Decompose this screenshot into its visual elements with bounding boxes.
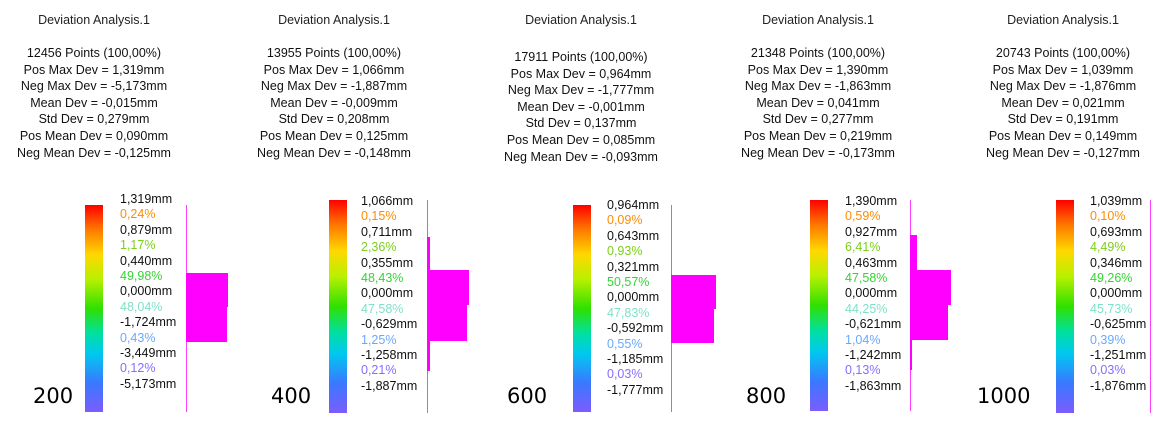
- histogram-bar: [427, 305, 467, 341]
- statistics-block: 21348 Points (100,00%) Pos Max Dev = 1,39…: [741, 46, 895, 160]
- histogram-bar: [910, 305, 948, 340]
- panel-title: Deviation Analysis.1: [38, 13, 150, 27]
- color-legend: 1,039mm 0,10% 0,693mm 4,49% 0,346mm 49,26% 0,0…: [1090, 194, 1147, 393]
- color-legend: 1,390mm 0,59% 0,927mm 6,41% 0,463mm 47,58% 0,0…: [845, 194, 902, 393]
- histogram-bar: [671, 275, 716, 309]
- step-label: 400: [271, 384, 312, 408]
- histogram-bar: [427, 270, 469, 305]
- color-legend: 1,066mm 0,15% 0,711mm 2,36% 0,355mm 48,43% 0,0…: [361, 194, 418, 393]
- color-legend: 1,319mm 0,24% 0,879mm 1,17% 0,440mm 49,98% 0,0…: [120, 192, 177, 391]
- color-legend: 0,964mm 0,09% 0,643mm 0,93% 0,321mm 50,57% 0,0…: [607, 198, 664, 397]
- step-label: 600: [507, 384, 548, 408]
- histogram-bar: [910, 340, 912, 370]
- step-label: 1000: [977, 384, 1031, 408]
- histogram-bar: [910, 270, 951, 305]
- panel-title: Deviation Analysis.1: [1007, 13, 1119, 27]
- statistics-block: 20743 Points (100,00%) Pos Max Dev = 1,03…: [986, 46, 1140, 160]
- color-scale-bar: [329, 200, 347, 413]
- histogram-bar: [427, 341, 430, 371]
- step-label: 800: [746, 384, 787, 408]
- panel-title: Deviation Analysis.1: [525, 13, 637, 27]
- histogram-bar: [427, 237, 430, 270]
- color-scale-bar: [573, 205, 591, 412]
- statistics-block: 12456 Points (100,00%) Pos Max Dev = 1,31…: [17, 46, 171, 160]
- color-scale-bar: [85, 205, 103, 412]
- color-scale-bar: [1056, 200, 1074, 413]
- histogram-bar: [671, 309, 714, 343]
- step-label: 200: [33, 384, 74, 408]
- histogram-bar: [910, 235, 917, 270]
- histogram-axis: [1150, 200, 1151, 413]
- histogram-bar: [186, 273, 228, 307]
- statistics-block: 17911 Points (100,00%) Pos Max Dev = 0,96…: [504, 50, 658, 164]
- histogram-bar: [186, 307, 227, 342]
- statistics-block: 13955 Points (100,00%) Pos Max Dev = 1,06…: [257, 46, 411, 160]
- color-scale-bar: [810, 200, 828, 411]
- panel-title: Deviation Analysis.1: [278, 13, 390, 27]
- panel-title: Deviation Analysis.1: [762, 13, 874, 27]
